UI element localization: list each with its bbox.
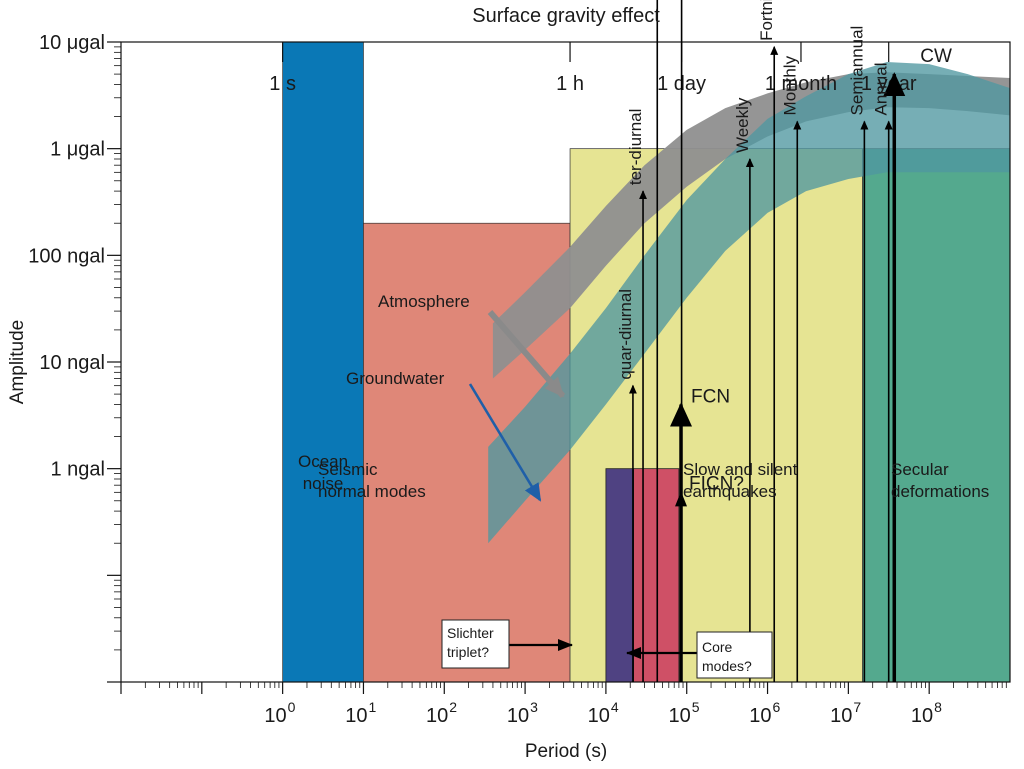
region-label-ocean-noise: Ocean noise	[298, 452, 348, 493]
y-tick-label: 10 μgal	[39, 32, 105, 54]
svg-text:6: 6	[773, 699, 781, 715]
region-secular-deformations	[862, 148, 1011, 683]
tidal-label-quar-diurnal: quar-diurnal	[616, 289, 635, 380]
svg-text:1: 1	[368, 699, 376, 715]
svg-text:10: 10	[749, 705, 771, 727]
svg-text:10: 10	[830, 705, 852, 727]
svg-text:4: 4	[611, 699, 619, 715]
top-tick-label: 1 h	[556, 73, 584, 95]
svg-text:10: 10	[911, 705, 933, 727]
x-tick-label: 10 8	[911, 699, 942, 727]
svg-text:10: 10	[668, 705, 690, 727]
region-box-core-modes	[633, 468, 680, 683]
top-tick-label: 1 s	[269, 73, 296, 95]
svg-text:10: 10	[264, 705, 286, 727]
region-ocean-noise	[282, 41, 364, 683]
x-tick-label: 10 1	[345, 699, 376, 727]
y-tick-label: 100 ngal	[28, 245, 105, 267]
callout-label-core-modes: Core modes?	[702, 639, 752, 674]
atmosphere-pointer	[487, 310, 566, 398]
x-tick-label: 10 3	[507, 699, 538, 727]
top-tick-label: 1 month	[765, 73, 837, 95]
region-label-slow-and-silent-earthquakes: Slow and silent earthquakes	[683, 460, 798, 501]
mode-label-fcn: FCN	[691, 386, 730, 407]
band-label-groundwater: Groundwater	[346, 369, 445, 388]
groundwater-pointer	[468, 383, 542, 502]
y-tick-label: 10 ngal	[39, 352, 105, 374]
y-tick-label: 1 ngal	[51, 459, 106, 481]
svg-text:5: 5	[692, 699, 700, 715]
region-box-slichter-triplet	[605, 468, 634, 683]
x-tick-label: 10 7	[830, 699, 861, 727]
callout-box-slichter	[441, 619, 510, 669]
x-tick-label: 10 2	[426, 699, 457, 727]
svg-text:7: 7	[853, 699, 861, 715]
svg-text:3: 3	[530, 699, 538, 715]
tidal-label-annual: Annual	[872, 63, 891, 116]
region-label-secular-deformations: Secular deformations	[891, 460, 989, 501]
svg-text:10: 10	[588, 705, 610, 727]
x-axis-label: Period (s)	[525, 741, 607, 762]
svg-text:10: 10	[345, 705, 367, 727]
tidal-label-monthly: Monthly	[780, 55, 799, 115]
y-tick-label: 1 μgal	[50, 139, 105, 161]
svg-text:2: 2	[449, 699, 457, 715]
tidal-label-fortnightly: Fortnightly	[757, 0, 776, 41]
y-axis-label: Amplitude	[7, 320, 28, 405]
svg-text:0: 0	[288, 699, 296, 715]
svg-text:10: 10	[426, 705, 448, 727]
x-tick-label: 10 4	[588, 699, 619, 727]
tidal-label-weekly: Weekly	[733, 97, 752, 153]
callout-box-core-modes	[696, 631, 773, 679]
svg-text:8: 8	[934, 699, 942, 715]
x-tick-label: 10 0	[264, 699, 295, 727]
svg-text:10: 10	[507, 705, 529, 727]
region-label-seismic-normal-modes: Seismic normal modes	[318, 460, 426, 501]
x-tick-label: 10 5	[668, 699, 699, 727]
mode-label-ficn: FICN?	[689, 473, 744, 494]
callout-label-slichter: Slichter triplet?	[447, 625, 494, 660]
x-tick-label: 10 6	[749, 699, 780, 727]
mode-label-cw: CW	[920, 46, 952, 67]
tidal-label-ter-diurnal: ter-diurnal	[626, 109, 645, 186]
chart-title: Surface gravity effect	[472, 5, 660, 27]
tidal-label-semiannual: Semiannual	[847, 26, 866, 116]
band-label-atmosphere: Atmosphere	[378, 292, 470, 311]
